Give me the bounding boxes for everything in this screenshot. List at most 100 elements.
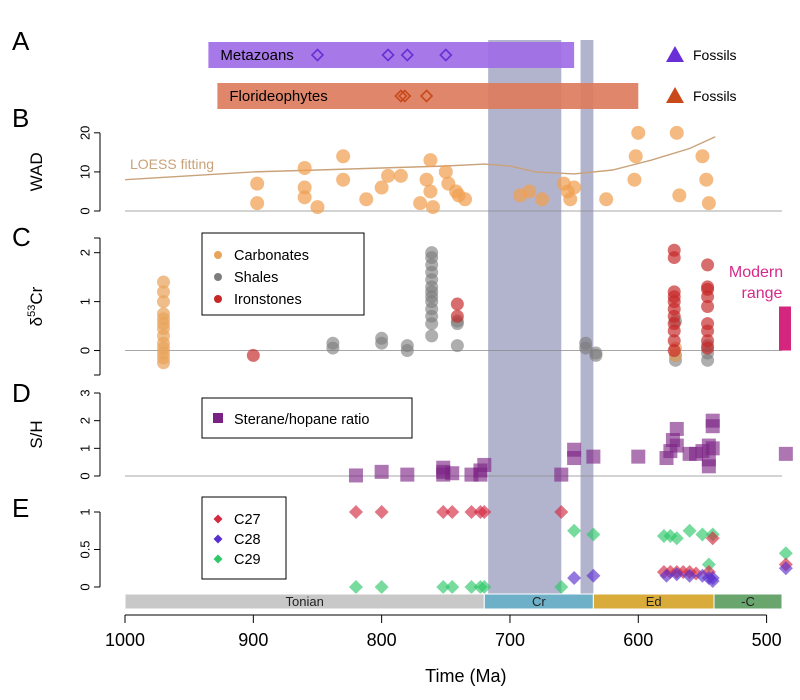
sterane-hopane-point <box>631 449 646 464</box>
c29-point <box>477 580 492 594</box>
ironstone-point <box>246 348 260 362</box>
sterane-hopane-point <box>348 468 363 483</box>
ironstone-point <box>667 334 681 348</box>
panel-c-y-label: δ53Cr <box>26 286 46 326</box>
panel-b-y-tick-label: 10 <box>77 165 92 179</box>
panel-d-y-tick-label: 0 <box>77 472 92 479</box>
ironstone-point <box>450 309 464 323</box>
shale-point <box>579 336 593 350</box>
c28-point <box>659 568 674 583</box>
shaded-interval-1 <box>488 40 562 595</box>
sterane-hopane-point <box>554 467 569 482</box>
panel-c-legend-marker-3 <box>214 295 222 303</box>
wad-point <box>535 192 550 207</box>
panel-c-legend-marker-1 <box>214 251 222 259</box>
ironstone-point <box>667 243 681 257</box>
sterane-hopane-point <box>669 438 684 453</box>
panel-d-y-tick-label: 1 <box>77 445 92 452</box>
panel-e-y-tick-label: 0 <box>77 583 92 590</box>
carbonate-point <box>156 285 170 299</box>
c29-point <box>567 523 582 538</box>
panel-c-letter: C <box>12 222 31 252</box>
shaded-intervals <box>488 40 594 595</box>
fossil-legend-triangle-1 <box>666 46 684 62</box>
wad-point <box>669 125 684 140</box>
x-tick-label: 900 <box>238 630 268 650</box>
c27-point <box>436 505 451 519</box>
shale-point <box>589 346 603 360</box>
shale-point <box>375 331 389 345</box>
ironstone-point <box>701 317 715 331</box>
sterane-hopane-point <box>400 467 415 482</box>
c29-point <box>701 557 716 572</box>
sterane-hopane-point <box>586 449 601 464</box>
fossil-legend-triangle-2 <box>666 87 684 103</box>
period-4 <box>713 593 783 610</box>
panel-b: B 0 10 20 WAD LOESS fitting <box>12 103 782 215</box>
wad-point <box>250 196 265 211</box>
loess-label: LOESS fitting <box>130 156 214 172</box>
wad-point <box>359 192 374 207</box>
sterane-hopane-point <box>445 466 460 481</box>
panel-e: E 0 0.5 1 C27 C28 C29 <box>12 493 793 594</box>
sterane-hopane-point <box>701 459 716 474</box>
c27-point <box>464 505 479 519</box>
ironstone-point <box>667 285 681 299</box>
panel-c-y-label-tail: Cr <box>27 286 46 304</box>
panel-b-y-tick-label: 20 <box>77 126 92 140</box>
modern-range-label-1: Modern <box>729 264 783 281</box>
c28-point <box>682 568 697 583</box>
period-bar: Tonian Cr Ed -C <box>124 593 783 610</box>
wad-point <box>423 153 438 168</box>
c29-point <box>348 580 363 594</box>
sterane-hopane-point <box>705 419 720 434</box>
sterane-hopane-point <box>567 451 582 466</box>
panel-d-legend-box <box>201 397 413 439</box>
panel-e-legend-label-3: C29 <box>234 552 261 568</box>
c28-point <box>669 567 684 582</box>
florideophytes-bar-fossil-marker <box>394 89 408 103</box>
wad-point <box>699 172 714 187</box>
modern-range-bar <box>779 306 791 351</box>
panel-d-y-tick-label: 3 <box>77 389 92 396</box>
c28-point <box>705 571 720 585</box>
wad-point <box>423 184 438 199</box>
panel-d-letter: D <box>12 378 31 408</box>
wad-point <box>672 188 687 203</box>
x-tick-label: 800 <box>367 630 397 650</box>
wad-point <box>701 196 716 211</box>
x-tick-label: 700 <box>495 630 525 650</box>
carbonate-point <box>156 295 170 309</box>
panel-c-legend-label-3: Ironstones <box>234 292 302 308</box>
c29-point <box>682 523 697 538</box>
c29-point <box>669 531 684 546</box>
panel-b-letter: B <box>12 103 29 133</box>
ironstone-point <box>667 344 681 358</box>
metazoans-bar-fossil-marker <box>400 48 414 62</box>
panel-e-legend-marker-1 <box>213 514 223 524</box>
shale-point <box>425 329 439 343</box>
wad-point <box>425 200 440 215</box>
ironstone-point <box>701 258 715 272</box>
c27-point <box>554 505 569 519</box>
modern-range-label-2: range <box>742 285 783 302</box>
wad-point <box>297 180 312 195</box>
shale-point <box>326 336 340 350</box>
c29-point <box>445 580 460 594</box>
x-tick-label: 1000 <box>105 630 145 650</box>
panel-c-y-tick-label: 0 <box>77 347 92 354</box>
panel-e-legend-marker-3 <box>213 554 223 564</box>
x-tick-label: 600 <box>623 630 653 650</box>
wad-point <box>458 192 473 207</box>
wad-point <box>567 180 582 195</box>
panel-c: C 0 1 2 δ53Cr Carbonates Shales Ironstones Moder… <box>12 222 791 376</box>
panel-e-letter: E <box>12 493 29 523</box>
panel-c-y-label-delta: δ <box>27 317 46 326</box>
wad-point <box>336 172 351 187</box>
c27-point <box>374 505 389 519</box>
panel-d-legend-marker <box>213 413 223 423</box>
wad-point <box>631 125 646 140</box>
metazoans-bar-fossil-marker <box>439 48 453 62</box>
c29-point <box>464 580 479 594</box>
c27-point <box>445 505 460 519</box>
